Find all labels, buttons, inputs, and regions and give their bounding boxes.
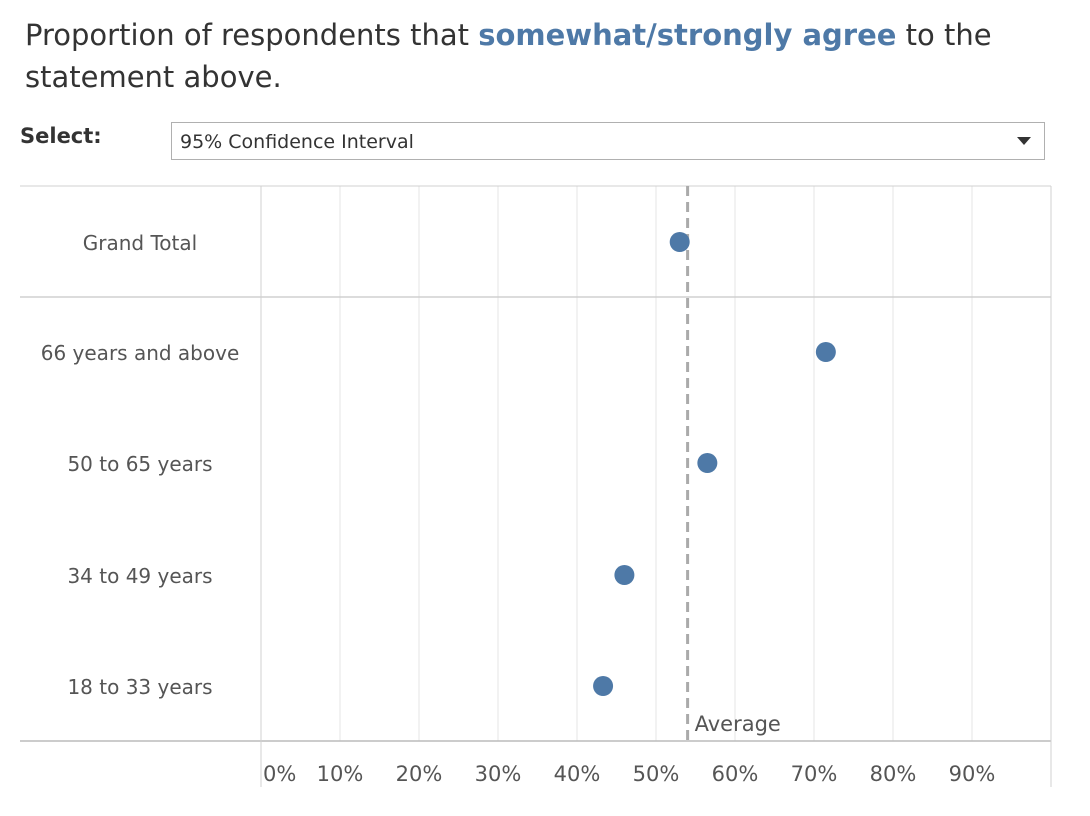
data-point <box>815 342 836 362</box>
row-label: 18 to 33 years <box>67 675 212 699</box>
x-tick-label: 20% <box>396 762 443 786</box>
chart-title: Proportion of respondents that somewhat/… <box>25 14 1065 98</box>
title-prefix: Proportion of respondents that <box>25 18 479 52</box>
filter-label: Select: <box>20 124 102 148</box>
dropdown-selected-value: 95% Confidence Interval <box>180 131 414 153</box>
confidence-interval-dropdown[interactable]: 95% Confidence Interval <box>171 122 1045 160</box>
x-tick-label: 70% <box>791 762 838 786</box>
row-label: 66 years and above <box>41 341 240 365</box>
title-suffix: to the statement above. <box>25 18 992 94</box>
x-tick-label: 60% <box>712 762 759 786</box>
data-point <box>614 565 635 585</box>
data-point <box>669 232 690 252</box>
row-label: Grand Total <box>83 231 197 255</box>
x-tick-label: 0% <box>263 762 296 786</box>
x-tick-label: 80% <box>870 762 917 786</box>
x-tick-label: 50% <box>633 762 680 786</box>
x-tick-label: 10% <box>317 762 364 786</box>
x-tick-label: 30% <box>475 762 522 786</box>
average-label: Average <box>695 712 781 736</box>
x-tick-label: 90% <box>949 762 996 786</box>
data-point <box>697 453 718 473</box>
row-label: 50 to 65 years <box>67 452 212 476</box>
chevron-down-icon[interactable] <box>1006 123 1044 159</box>
data-point <box>593 676 614 696</box>
title-highlight: somewhat/strongly agree <box>478 18 897 52</box>
row-label: 34 to 49 years <box>67 564 212 588</box>
x-tick-label: 40% <box>554 762 601 786</box>
